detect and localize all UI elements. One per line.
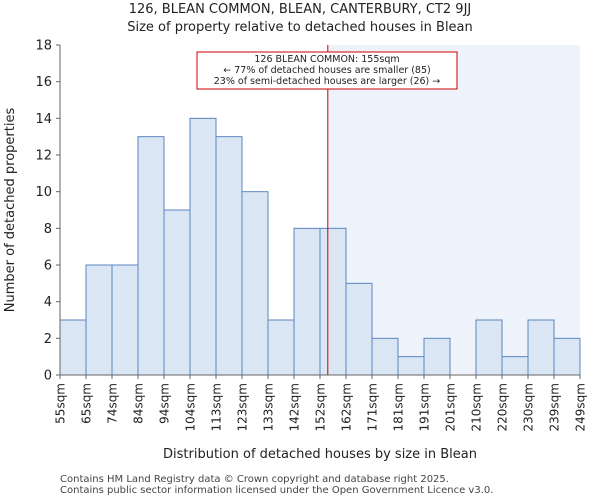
x-tick-label: 171sqm (366, 383, 380, 431)
x-tick-label: 162sqm (340, 383, 354, 431)
footer-licence: Contains public sector information licen… (60, 485, 494, 496)
y-tick-label: 18 (35, 39, 52, 54)
bar-181sqm (397, 356, 425, 376)
y-tick-label: 12 (35, 149, 52, 164)
bar-133sqm (267, 319, 295, 376)
x-tick-label: 55sqm (54, 383, 68, 424)
bar-171sqm (371, 337, 399, 376)
y-tick-label: 6 (44, 259, 52, 274)
x-tick-label: 152sqm (314, 383, 328, 431)
x-tick-label: 113sqm (210, 383, 224, 431)
bar-104sqm (189, 117, 217, 376)
bar-55sqm (59, 319, 87, 376)
bar-210sqm (475, 319, 503, 376)
x-tick-label: 123sqm (236, 383, 250, 431)
x-tick-label: 191sqm (418, 383, 432, 431)
bar-239sqm (553, 337, 581, 376)
annotation-box (196, 51, 458, 90)
y-tick-label: 0 (44, 369, 52, 384)
annotation-smaller: ← 77% of detached houses are smaller (85… (223, 65, 430, 76)
x-tick-label: 210sqm (470, 383, 484, 431)
x-tick-label: 104sqm (184, 383, 198, 431)
chart-title: 126, BLEAN COMMON, BLEAN, CANTERBURY, CT… (128, 2, 472, 17)
y-tick-label: 8 (44, 222, 52, 237)
bar-191sqm (423, 337, 451, 376)
y-tick-label: 10 (35, 185, 52, 200)
x-tick-label: 84sqm (132, 383, 146, 424)
bar-84sqm (137, 136, 165, 376)
x-tick-label: 65sqm (80, 383, 94, 424)
x-tick-label: 239sqm (548, 383, 562, 431)
x-tick-label: 142sqm (288, 383, 302, 431)
y-tick-label: 14 (35, 112, 52, 127)
y-tick-label: 4 (44, 295, 52, 310)
y-tick-label: 16 (35, 75, 52, 90)
annotation-larger: 23% of semi-detached houses are larger (… (214, 76, 441, 87)
x-axis-label: Distribution of detached houses by size … (163, 447, 477, 462)
bar-123sqm (241, 191, 269, 376)
bar-94sqm (163, 209, 191, 376)
x-tick-label: 74sqm (106, 383, 120, 424)
x-tick-label: 181sqm (392, 383, 406, 431)
footer-copyright: Contains HM Land Registry data © Crown c… (60, 474, 449, 485)
bar-142sqm (293, 227, 321, 376)
bar-162sqm (345, 282, 373, 376)
bar-152sqm (319, 227, 347, 376)
bar-65sqm (85, 264, 113, 376)
x-tick-label: 133sqm (262, 383, 276, 431)
bar-113sqm (215, 136, 243, 376)
bar-230sqm (527, 319, 555, 376)
y-axis-label: Number of detached properties (3, 108, 18, 313)
x-tick-label: 220sqm (496, 383, 510, 431)
bar-74sqm (111, 264, 139, 376)
x-tick-label: 94sqm (158, 383, 172, 424)
x-tick-label: 201sqm (444, 383, 458, 431)
annotation-title: 126 BLEAN COMMON: 155sqm (254, 54, 399, 65)
bar-220sqm (501, 356, 529, 376)
y-tick-label: 2 (44, 332, 52, 347)
x-tick-label: 230sqm (522, 383, 536, 431)
chart-subtitle: Size of property relative to detached ho… (127, 20, 473, 35)
x-tick-label: 249sqm (574, 383, 588, 431)
